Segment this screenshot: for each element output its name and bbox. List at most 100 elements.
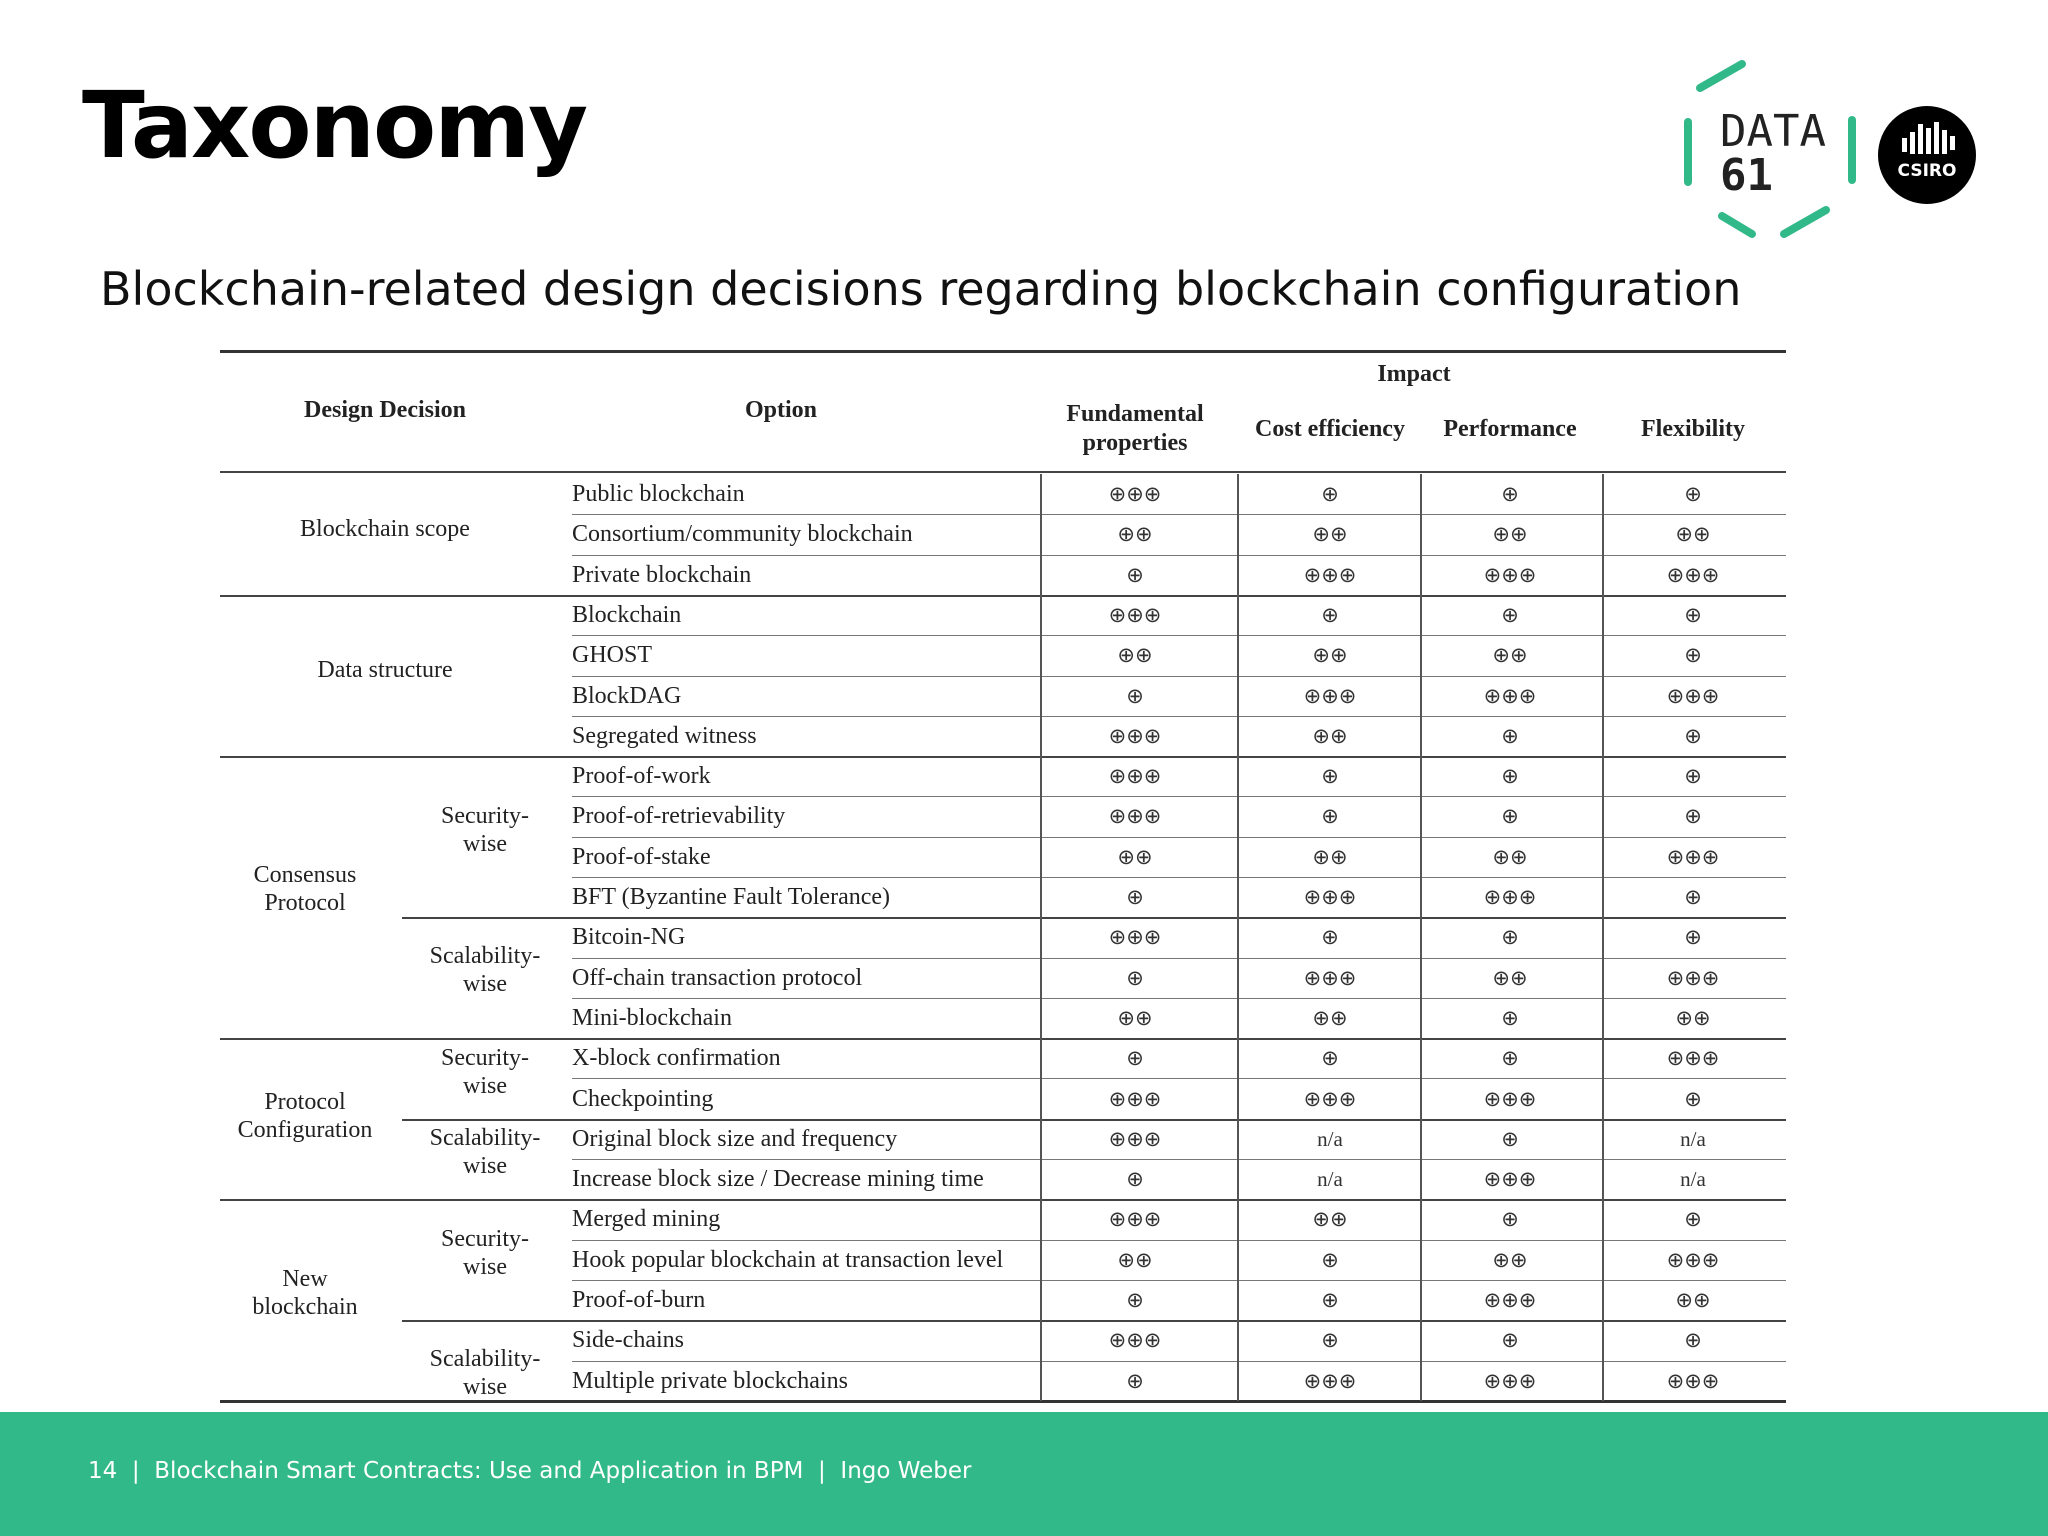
row-divider: [572, 635, 1786, 636]
row-divider: [572, 716, 1786, 717]
impact-cost-cell: ⊕: [1321, 1046, 1339, 1071]
impact-cost-cell: ⊕: [1321, 1328, 1339, 1353]
impact-fundamental-cell: ⊕: [1126, 1046, 1144, 1071]
option-cell: Bitcoin-NG: [572, 924, 686, 951]
impact-performance-cell: ⊕⊕⊕: [1483, 1167, 1537, 1192]
option-cell: Checkpointing: [572, 1085, 714, 1112]
row-divider: [572, 1280, 1786, 1281]
table-top-rule: [220, 350, 1786, 353]
taxonomy-table: Design Decision Option Impact Fundamenta…: [220, 350, 1786, 1403]
impact-performance-cell: ⊕⊕: [1492, 643, 1528, 668]
row-divider: [572, 1240, 1786, 1241]
column-divider: [1602, 474, 1604, 1401]
impact-fundamental-cell: ⊕: [1126, 965, 1144, 990]
impact-fundamental-cell: ⊕⊕⊕: [1108, 1086, 1162, 1111]
impact-performance-cell: ⊕: [1501, 925, 1519, 950]
impact-cost-cell: ⊕⊕⊕: [1303, 1368, 1357, 1393]
impact-cost-cell: ⊕: [1321, 764, 1339, 789]
subgroup-consensus-security-line1: Security-: [441, 803, 529, 829]
subgroup-new-scalability-line1: Scalability-: [429, 1346, 541, 1372]
impact-performance-cell: ⊕⊕: [1492, 965, 1528, 990]
impact-cost-cell: ⊕⊕: [1312, 844, 1348, 869]
impact-performance-cell: ⊕⊕⊕: [1483, 562, 1537, 587]
row-divider: [572, 514, 1786, 515]
subgroup-new-scalability-line2: wise: [463, 1374, 507, 1400]
subgroup-consensus-scalability-line2: wise: [463, 971, 507, 997]
option-cell: Proof-of-work: [572, 763, 711, 790]
row-divider: [572, 796, 1786, 797]
subgroup-divider: [402, 1320, 1786, 1322]
row-divider: [572, 676, 1786, 677]
impact-cost-cell: ⊕⊕⊕: [1303, 1086, 1357, 1111]
impact-fundamental-cell: ⊕⊕: [1117, 643, 1153, 668]
impact-performance-cell: ⊕⊕: [1492, 844, 1528, 869]
impact-fundamental-cell: ⊕⊕: [1117, 1247, 1153, 1272]
footer-separator: |: [818, 1458, 826, 1484]
subgroup-consensus-scalability-line1: Scalability-: [429, 943, 541, 969]
impact-flexibility-cell: ⊕⊕: [1675, 522, 1711, 547]
subgroup-new-security-line1: Security-: [441, 1226, 529, 1252]
impact-cost-cell: ⊕⊕: [1312, 522, 1348, 547]
impact-cost-cell: ⊕⊕: [1312, 723, 1348, 748]
impact-fundamental-cell: ⊕⊕⊕: [1108, 723, 1162, 748]
option-cell: Proof-of-stake: [572, 843, 711, 870]
option-cell: Consortium/community blockchain: [572, 521, 913, 548]
header-design-decision: Design Decision: [304, 397, 466, 423]
data61-logo: DATA 61: [1684, 60, 1856, 238]
group-consensus-line1: Consensus: [253, 862, 357, 888]
impact-fundamental-cell: ⊕⊕: [1117, 1005, 1153, 1030]
header-flexibility: Flexibility: [1641, 416, 1745, 442]
impact-flexibility-cell: ⊕: [1684, 804, 1702, 829]
impact-fundamental-cell: ⊕⊕⊕: [1108, 764, 1162, 789]
table-bottom-rule: [220, 1400, 1786, 1403]
impact-performance-cell: ⊕: [1501, 1126, 1519, 1151]
subgroup-divider: [402, 1119, 1786, 1121]
impact-fundamental-cell: ⊕⊕: [1117, 844, 1153, 869]
impact-flexibility-cell: ⊕⊕⊕: [1666, 965, 1720, 990]
footer-course-title: Blockchain Smart Contracts: Use and Appl…: [154, 1458, 804, 1484]
group-divider: [220, 1038, 1786, 1040]
impact-performance-cell: ⊕: [1501, 1046, 1519, 1071]
impact-fundamental-cell: ⊕: [1126, 1288, 1144, 1312]
impact-fundamental-cell: ⊕⊕⊕: [1108, 1207, 1162, 1232]
impact-cost-cell: ⊕: [1321, 804, 1339, 829]
impact-performance-cell: ⊕: [1501, 804, 1519, 829]
impact-flexibility-cell: ⊕: [1684, 723, 1702, 748]
impact-performance-cell: ⊕⊕⊕: [1483, 1086, 1537, 1111]
impact-performance-cell: ⊕: [1501, 723, 1519, 748]
impact-fundamental-cell: ⊕⊕⊕: [1108, 925, 1162, 950]
header-cost-efficiency: Cost efficiency: [1255, 416, 1405, 442]
option-cell: Hook popular blockchain at transaction l…: [572, 1246, 1004, 1273]
group-blockchain-scope: Blockchain scope: [300, 516, 470, 542]
impact-cost-cell: ⊕: [1321, 1247, 1339, 1272]
impact-fundamental-cell: ⊕: [1126, 1167, 1144, 1192]
impact-performance-cell: ⊕⊕⊕: [1483, 683, 1537, 708]
impact-flexibility-cell: ⊕: [1684, 482, 1702, 506]
column-divider: [1237, 474, 1239, 1401]
impact-fundamental-cell: ⊕⊕⊕: [1108, 602, 1162, 627]
impact-flexibility-cell: ⊕: [1684, 1086, 1702, 1111]
column-divider: [1040, 474, 1042, 1401]
option-cell: Merged mining: [572, 1206, 721, 1233]
subgroup-config-scalability-line1: Scalability-: [429, 1125, 541, 1151]
option-cell: Mini-blockchain: [572, 1004, 732, 1031]
impact-cost-cell: n/a: [1317, 1167, 1343, 1192]
impact-flexibility-cell: ⊕: [1684, 764, 1702, 789]
impact-flexibility-cell: ⊕⊕⊕: [1666, 562, 1720, 587]
subgroup-new-security-line2: wise: [463, 1254, 507, 1280]
group-new-blockchain-line2: blockchain: [252, 1294, 358, 1320]
impact-performance-cell: ⊕: [1501, 482, 1519, 506]
csiro-bars-icon: CSIRO: [1898, 122, 1956, 181]
row-divider: [572, 1159, 1786, 1160]
impact-performance-cell: ⊕⊕⊕: [1483, 885, 1537, 909]
impact-performance-cell: ⊕: [1501, 1207, 1519, 1232]
impact-flexibility-cell: ⊕: [1684, 1328, 1702, 1353]
impact-performance-cell: ⊕⊕⊕: [1483, 1368, 1537, 1393]
footer-page-number: 14: [88, 1458, 118, 1484]
impact-cost-cell: ⊕⊕: [1312, 1207, 1348, 1232]
group-consensus-line2: Protocol: [264, 890, 346, 916]
impact-performance-cell: ⊕: [1501, 1328, 1519, 1353]
option-cell: GHOST: [572, 642, 653, 669]
impact-flexibility-cell: ⊕⊕⊕: [1666, 1368, 1720, 1393]
impact-fundamental-cell: ⊕⊕⊕: [1108, 1328, 1162, 1353]
